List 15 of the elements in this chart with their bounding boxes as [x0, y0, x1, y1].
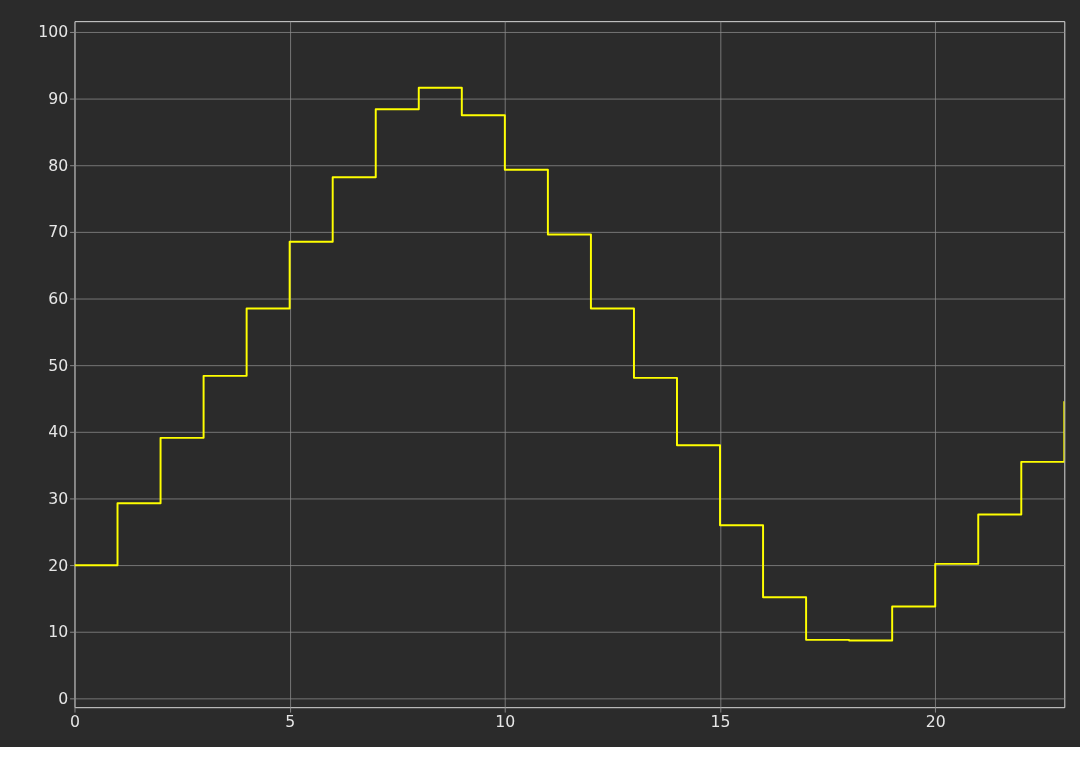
x-tick-label: 10: [495, 712, 516, 732]
x-tick-label: 5: [285, 712, 296, 732]
y-tick-label: 10: [48, 622, 69, 642]
y-tick-label: 60: [48, 288, 69, 308]
y-tick-label: 100: [38, 22, 69, 42]
y-tick-label: 90: [48, 88, 69, 108]
y-tick-label: 70: [48, 222, 69, 242]
y-tick-label: 40: [48, 422, 69, 442]
x-tick-label: 20: [925, 712, 946, 732]
x-tick-label: 15: [710, 712, 731, 732]
y-tick-label: 30: [48, 488, 69, 508]
y-tick-label: 80: [48, 155, 69, 175]
y-tick-label: 20: [48, 555, 69, 575]
y-tick-label: 0: [58, 688, 69, 708]
y-tick-label: 50: [48, 355, 69, 375]
